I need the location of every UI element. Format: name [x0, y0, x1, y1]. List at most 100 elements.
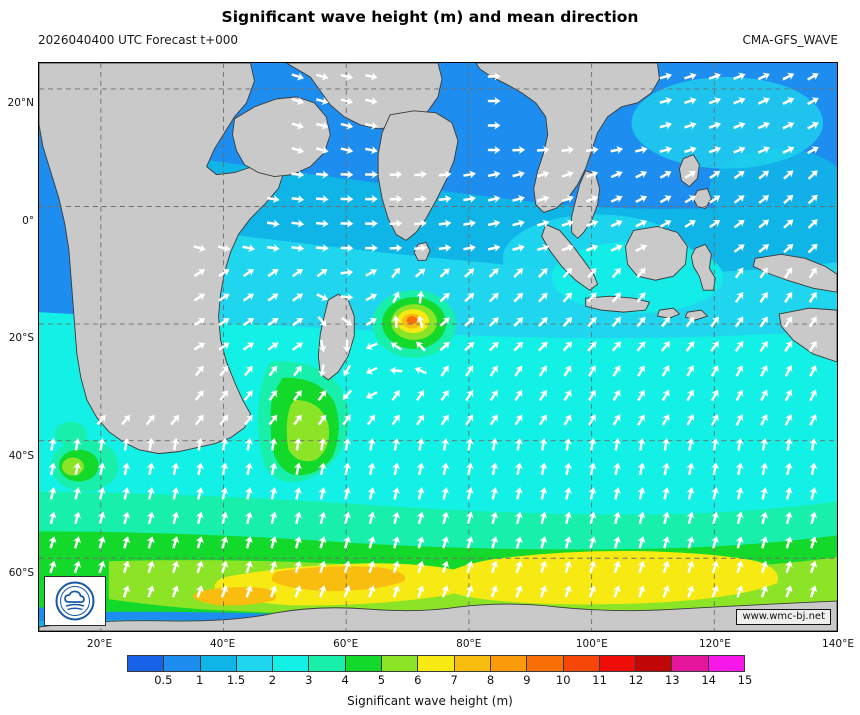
direction-arrow: [734, 291, 744, 303]
direction-arrow: [735, 511, 744, 525]
direction-arrow: [512, 170, 525, 179]
direction-arrow: [367, 585, 376, 598]
direction-arrow: [807, 146, 819, 155]
direction-arrow: [808, 291, 817, 304]
direction-arrow: [735, 414, 744, 426]
direction-arrow: [291, 146, 304, 154]
direction-arrow: [389, 243, 403, 253]
x-tick-5: 120°E: [698, 638, 731, 650]
direction-arrow: [465, 511, 474, 525]
direction-arrow: [438, 195, 452, 204]
direction-arrow: [266, 219, 280, 228]
colorbar-tick-16: 15: [737, 673, 753, 687]
colorbar-tick-labels: 0.5 1 1.5 2 3 4 5 6 7 8 9 10 11 12 13 14 15: [127, 673, 752, 689]
direction-arrow: [562, 267, 573, 279]
direction-arrow: [709, 220, 721, 229]
direction-arrow: [686, 437, 695, 451]
direction-arrow: [735, 462, 744, 476]
direction-arrow: [48, 487, 57, 500]
direction-arrow: [291, 72, 304, 81]
direction-arrow: [195, 536, 204, 549]
colorbar-segment-4: [273, 656, 310, 671]
direction-arrow: [365, 391, 378, 399]
direction-arrow: [757, 146, 770, 154]
direction-arrow: [637, 389, 645, 402]
direction-arrow: [539, 437, 548, 451]
direction-arrow: [686, 585, 695, 598]
direction-arrow: [340, 97, 354, 106]
direction-arrow: [220, 462, 229, 476]
direction-arrow: [171, 560, 180, 574]
direction-arrow: [708, 121, 721, 130]
colorbar-segment-0: [128, 656, 165, 671]
direction-arrow: [146, 560, 155, 574]
direction-arrow: [782, 146, 795, 154]
direction-arrow: [783, 243, 794, 254]
direction-arrow: [539, 462, 548, 476]
direction-arrow: [440, 389, 449, 402]
colorbar-segment-7: [382, 656, 419, 671]
direction-arrow: [734, 267, 744, 279]
direction-arrow: [48, 462, 57, 476]
direction-arrow: [171, 536, 180, 549]
direction-arrow: [611, 316, 622, 328]
map-plot-area[interactable]: www.wmc-bj.net: [38, 62, 838, 632]
direction-arrow: [439, 341, 450, 352]
direction-arrow: [48, 511, 57, 525]
direction-arrow: [563, 462, 572, 476]
direction-arrow: [122, 511, 131, 525]
direction-arrow: [488, 268, 499, 278]
direction-arrow: [513, 268, 524, 278]
direction-arrow: [587, 292, 597, 303]
direction-arrow: [490, 511, 499, 525]
direction-arrow: [96, 414, 106, 426]
direction-arrow: [291, 195, 305, 204]
direction-arrow: [414, 194, 427, 204]
direction-arrow: [684, 195, 696, 204]
direction-arrow: [760, 560, 769, 574]
direction-arrow: [588, 585, 597, 598]
direction-arrow: [662, 511, 670, 525]
direction-arrow: [392, 437, 401, 451]
direction-arrow: [635, 244, 648, 253]
direction-arrow: [171, 437, 180, 451]
direction-arrow: [536, 145, 550, 155]
direction-arrow: [392, 536, 400, 549]
direction-arrow: [809, 487, 818, 500]
direction-arrow: [97, 437, 106, 451]
direction-arrow: [636, 292, 646, 303]
direction-arrow: [784, 340, 793, 353]
direction-arrow: [686, 560, 695, 574]
direction-arrow: [293, 365, 302, 377]
direction-arrow: [97, 536, 106, 549]
direction-arrow: [487, 219, 501, 228]
direction-arrow: [539, 511, 548, 525]
direction-arrow: [414, 170, 427, 179]
direction-arrow: [391, 414, 400, 426]
direction-arrow: [562, 317, 573, 328]
direction-arrow: [659, 170, 672, 179]
direction-arrow: [808, 340, 817, 353]
direction-arrow: [316, 72, 329, 81]
direction-arrow: [536, 170, 550, 179]
direction-arrow: [538, 365, 547, 377]
direction-arrow: [757, 72, 770, 81]
direction-arrow: [392, 291, 400, 304]
direction-arrow: [342, 462, 352, 476]
direction-arrow: [219, 390, 229, 401]
direction-arrow: [365, 366, 378, 375]
colorbar-segment-16: [708, 656, 745, 671]
direction-arrow: [487, 96, 501, 106]
direction-arrow: [146, 536, 155, 549]
direction-arrow: [612, 389, 621, 402]
direction-arrow: [343, 487, 351, 500]
direction-arrow: [537, 341, 548, 352]
colorbar[interactable]: 0.5 1 1.5 2 3 4 5 6 7 8 9 10 11 12 13 14 15: [127, 655, 752, 689]
colorbar-tick-10: 9: [523, 673, 531, 687]
direction-arrow: [243, 365, 253, 377]
direction-arrow: [367, 487, 376, 500]
direction-arrow: [684, 72, 697, 81]
direction-arrow: [440, 365, 449, 377]
direction-arrow: [97, 511, 106, 525]
direction-arrow: [490, 437, 499, 451]
